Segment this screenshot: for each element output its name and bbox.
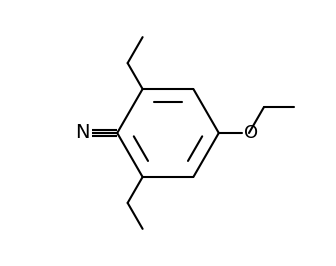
Text: O: O (244, 124, 258, 142)
Text: N: N (75, 123, 89, 143)
